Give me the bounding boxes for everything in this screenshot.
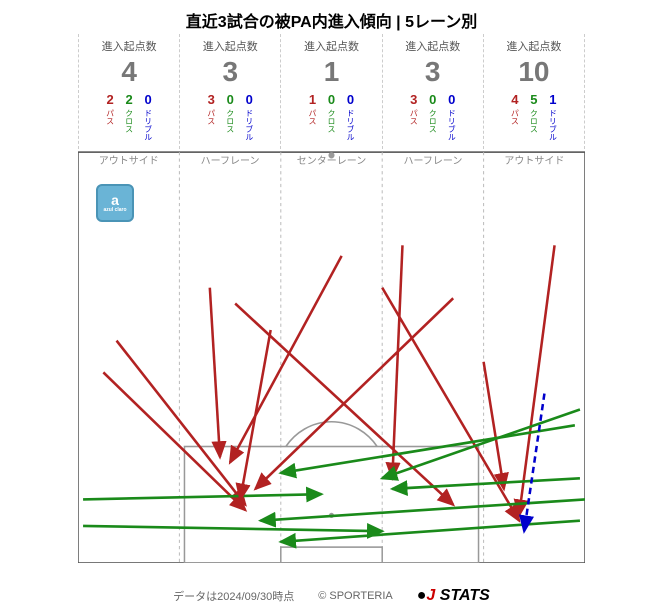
breakdown-value: 2 xyxy=(106,92,113,107)
copyright: © SPORTERIA xyxy=(318,590,393,602)
breakdown-label: クロス xyxy=(124,109,135,133)
data-timestamp: データは2024/09/30時点 xyxy=(173,588,294,604)
breakdown-value: 0 xyxy=(227,92,234,107)
pitch-svg xyxy=(78,150,585,563)
lane-name: アウトサイド xyxy=(484,150,585,169)
stat-breakdown: 3 パス 0 クロス 0 ドリブル xyxy=(180,92,280,141)
stat-breakdown: 3 パス 0 クロス 0 ドリブル xyxy=(383,92,483,141)
stat-total: 1 xyxy=(281,56,381,88)
stat-label: 進入起点数 xyxy=(79,38,179,54)
stat-total: 3 xyxy=(383,56,483,88)
lane-stat-col: 進入起点数 3 3 パス 0 クロス 0 ドリブル xyxy=(382,34,483,149)
breakdown-value: 2 xyxy=(125,92,132,107)
breakdown-value: 0 xyxy=(347,92,354,107)
breakdown-value: 0 xyxy=(144,92,151,107)
lane-labels-row: アウトサイドハーフレーンセンターレーンハーフレーンアウトサイド xyxy=(78,150,585,169)
jstats-logo: ●J STATS xyxy=(417,587,490,605)
breakdown-value: 0 xyxy=(429,92,436,107)
lane-stat-col: 進入起点数 1 1 パス 0 クロス 0 ドリブル xyxy=(280,34,381,149)
breakdown-value: 3 xyxy=(208,92,215,107)
breakdown-label: パス xyxy=(509,109,520,125)
breakdown-value: 1 xyxy=(549,92,556,107)
lane-name: センターレーン xyxy=(281,150,382,169)
breakdown-value: 0 xyxy=(246,92,253,107)
breakdown-value: 0 xyxy=(328,92,335,107)
team-badge: a azul claro xyxy=(96,184,134,222)
breakdown-label: クロス xyxy=(427,109,438,133)
breakdown-value: 5 xyxy=(530,92,537,107)
breakdown-label: パス xyxy=(105,109,116,125)
breakdown-label: ドリブル xyxy=(143,109,154,141)
lane-stats-row: 進入起点数42パス2クロス0ドリブル進入起点数33パス0クロス0ドリブル進入起点… xyxy=(78,34,585,149)
breakdown-value: 1 xyxy=(309,92,316,107)
lane-name: ハーフレーン xyxy=(382,150,483,169)
lane-stat-col: 進入起点数 4 2 パス 2 クロス 0 ドリブル xyxy=(78,34,179,149)
stat-label: 進入起点数 xyxy=(484,38,584,54)
breakdown-label: パス xyxy=(307,109,318,125)
stat-total: 10 xyxy=(484,56,584,88)
breakdown-label: パス xyxy=(206,109,217,125)
breakdown-value: 3 xyxy=(410,92,417,107)
stat-total: 3 xyxy=(180,56,280,88)
breakdown-label: パス xyxy=(408,109,419,125)
soccer-pa-entry-chart: 直近3試合の被PA内進入傾向 | 5レーン別 進入起点数42パス2クロス0ドリブ… xyxy=(0,0,663,611)
breakdown-label: クロス xyxy=(326,109,337,133)
stat-label: 進入起点数 xyxy=(281,38,381,54)
pitch-area: アウトサイドハーフレーンセンターレーンハーフレーンアウトサイド xyxy=(78,150,585,563)
breakdown-label: ドリブル xyxy=(244,109,255,141)
lane-stat-col: 進入起点数 3 3 パス 0 クロス 0 ドリブル xyxy=(179,34,280,149)
stat-label: 進入起点数 xyxy=(180,38,280,54)
chart-title: 直近3試合の被PA内進入傾向 | 5レーン別 xyxy=(0,0,663,38)
lane-stat-col: 進入起点数 10 4 パス 5 クロス 1 ドリブル xyxy=(483,34,585,149)
stat-breakdown: 1 パス 0 クロス 0 ドリブル xyxy=(281,92,381,141)
breakdown-label: クロス xyxy=(225,109,236,133)
breakdown-label: クロス xyxy=(528,109,539,133)
lane-name: ハーフレーン xyxy=(179,150,280,169)
stat-label: 進入起点数 xyxy=(383,38,483,54)
stat-breakdown: 4 パス 5 クロス 1 ドリブル xyxy=(484,92,584,141)
stat-total: 4 xyxy=(79,56,179,88)
breakdown-value: 0 xyxy=(448,92,455,107)
breakdown-label: ドリブル xyxy=(345,109,356,141)
stat-breakdown: 2 パス 2 クロス 0 ドリブル xyxy=(79,92,179,141)
footer: データは2024/09/30時点 © SPORTERIA ●J STATS xyxy=(0,587,663,605)
lane-name: アウトサイド xyxy=(78,150,179,169)
breakdown-value: 4 xyxy=(511,92,518,107)
breakdown-label: ドリブル xyxy=(547,109,558,141)
breakdown-label: ドリブル xyxy=(446,109,457,141)
